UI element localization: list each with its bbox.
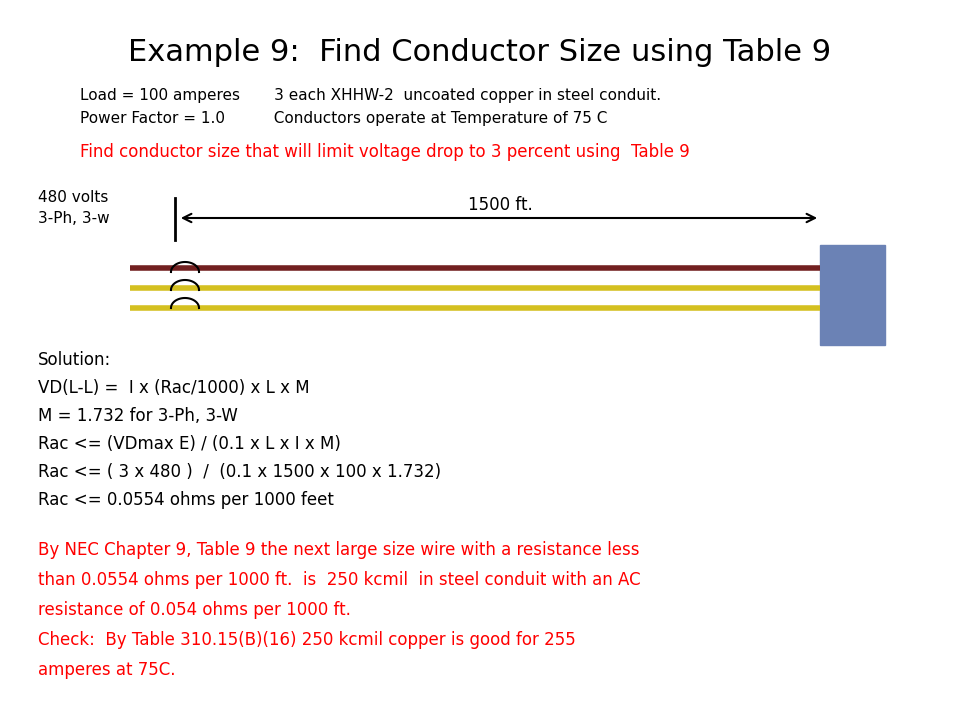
Text: resistance of 0.054 ohms per 1000 ft.: resistance of 0.054 ohms per 1000 ft. [38, 601, 350, 619]
Text: 1500 ft.: 1500 ft. [468, 196, 533, 214]
Text: Example 9:  Find Conductor Size using Table 9: Example 9: Find Conductor Size using Tab… [129, 37, 831, 66]
Text: Find conductor size that will limit voltage drop to 3 percent using  Table 9: Find conductor size that will limit volt… [80, 143, 689, 161]
Text: VD(L-L) =  I x (Rac/1000) x L x M: VD(L-L) = I x (Rac/1000) x L x M [38, 379, 310, 397]
Text: Load = 100 amperes       3 each XHHW-2  uncoated copper in steel conduit.: Load = 100 amperes 3 each XHHW-2 uncoate… [80, 88, 661, 102]
Text: than 0.0554 ohms per 1000 ft.  is  250 kcmil  in steel conduit with an AC: than 0.0554 ohms per 1000 ft. is 250 kcm… [38, 571, 640, 589]
Text: 480 volts: 480 volts [38, 189, 108, 204]
Text: Rac <= 0.0554 ohms per 1000 feet: Rac <= 0.0554 ohms per 1000 feet [38, 491, 334, 509]
Bar [820, 245, 885, 345]
Text: 3-Ph, 3-w: 3-Ph, 3-w [38, 210, 109, 225]
Text: Check:  By Table 310.15(B)(16) 250 kcmil copper is good for 255: Check: By Table 310.15(B)(16) 250 kcmil … [38, 631, 576, 649]
Text: Power Factor = 1.0          Conductors operate at Temperature of 75 C: Power Factor = 1.0 Conductors operate at… [80, 110, 608, 125]
Text: M = 1.732 for 3-Ph, 3-W: M = 1.732 for 3-Ph, 3-W [38, 407, 238, 425]
Text: By NEC Chapter 9, Table 9 the next large size wire with a resistance less: By NEC Chapter 9, Table 9 the next large… [38, 541, 639, 559]
Text: Solution:: Solution: [38, 351, 111, 369]
Text: Rac <= (VDmax E) / (0.1 x L x I x M): Rac <= (VDmax E) / (0.1 x L x I x M) [38, 435, 341, 453]
Text: Rac <= ( 3 x 480 )  /  (0.1 x 1500 x 100 x 1.732): Rac <= ( 3 x 480 ) / (0.1 x 1500 x 100 x… [38, 463, 442, 481]
Text: amperes at 75C.: amperes at 75C. [38, 661, 176, 679]
